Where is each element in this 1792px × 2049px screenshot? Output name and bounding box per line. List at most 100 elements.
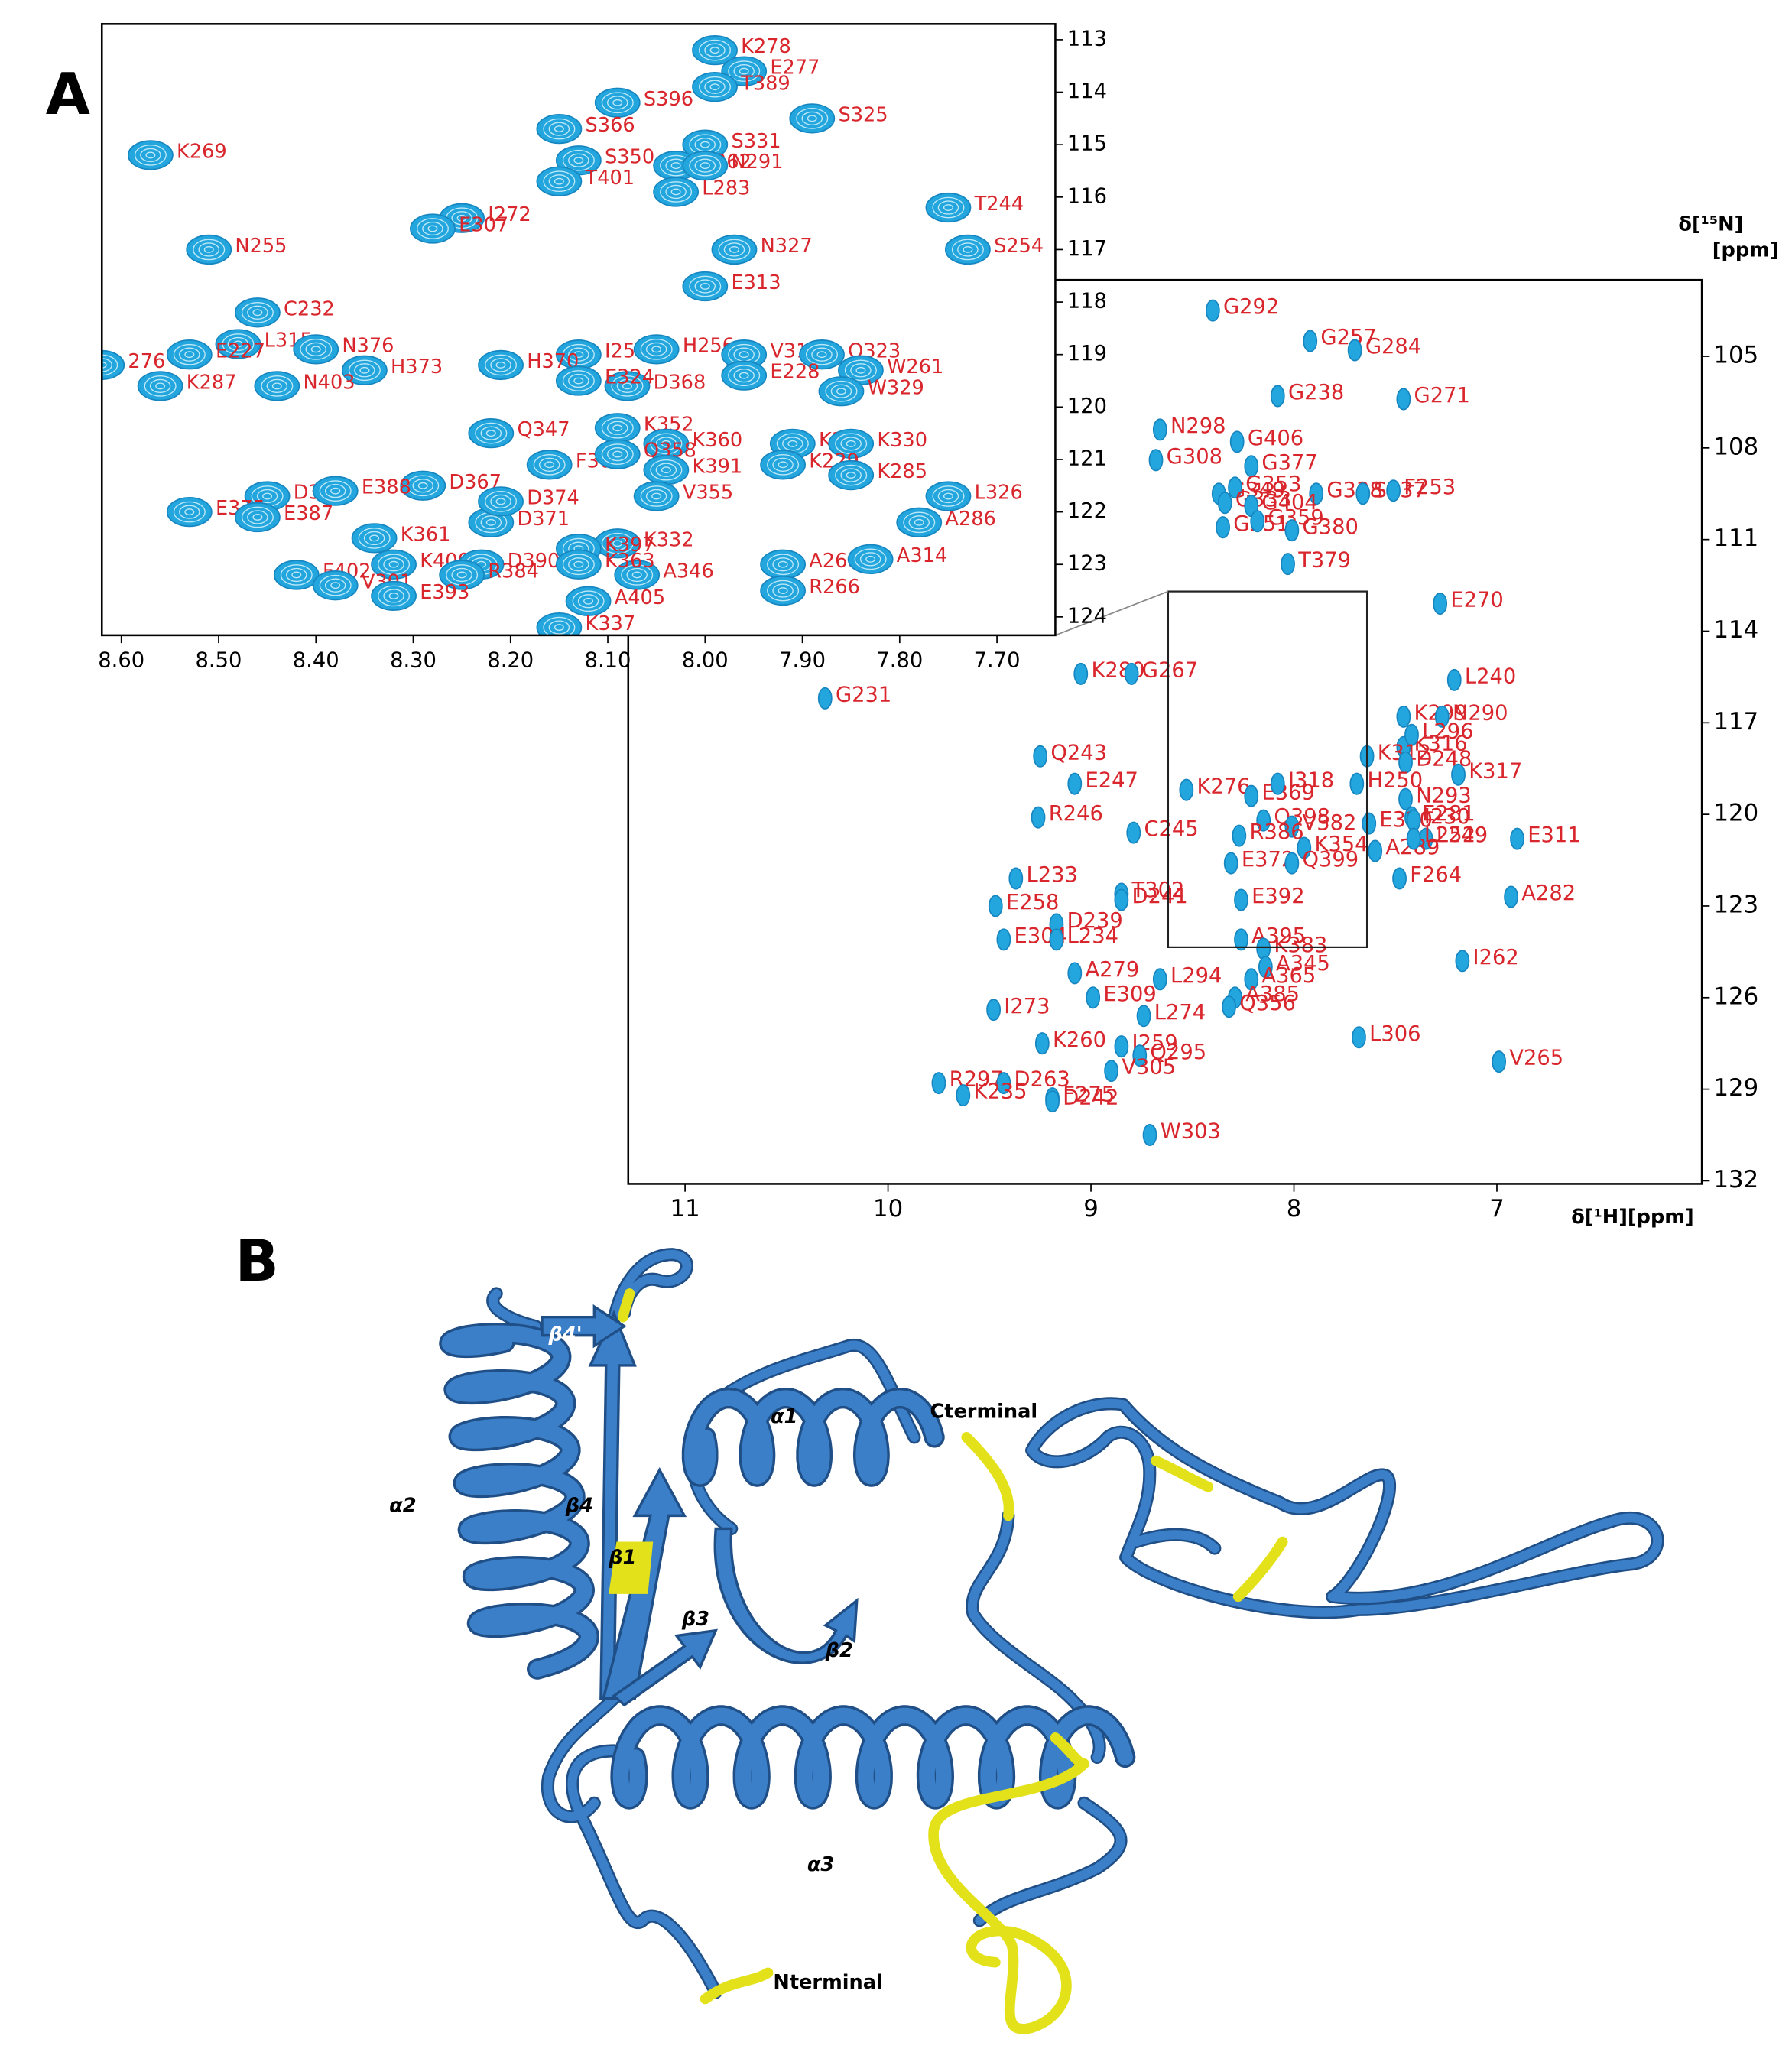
peak-label: W303 — [1161, 1120, 1221, 1144]
peak-label: A279 — [1085, 958, 1139, 982]
peak-label: W261 — [887, 356, 943, 378]
contour — [548, 174, 570, 189]
y-tick-label: 117 — [1713, 708, 1758, 735]
peak-label: E311 — [1527, 823, 1580, 847]
peak-label: I318 — [1288, 768, 1334, 792]
x-tick-label: 7.80 — [876, 649, 923, 673]
contour — [543, 170, 576, 193]
peak — [1114, 888, 1129, 911]
peak — [1396, 388, 1411, 411]
highlight — [609, 1541, 654, 1594]
strand — [612, 1628, 718, 1707]
contour — [256, 489, 278, 504]
contour — [846, 440, 856, 447]
peak-label: Q243 — [1050, 741, 1107, 765]
peak — [1256, 809, 1271, 832]
peak — [1347, 339, 1362, 362]
peak-label: K285 — [877, 460, 927, 483]
peak — [817, 687, 833, 710]
peak-label: G292 — [1223, 295, 1279, 319]
x-tick-label: 7.70 — [974, 649, 1021, 673]
peak-label: D374 — [527, 486, 579, 509]
contour — [583, 597, 594, 605]
contour — [937, 489, 959, 504]
contour — [149, 378, 171, 394]
peak — [1034, 1032, 1050, 1055]
contour — [850, 363, 872, 378]
y-tick-label: 114 — [1067, 80, 1107, 103]
contour — [305, 342, 326, 356]
peak — [1205, 299, 1220, 322]
peaks: K278E277T389S396S325K269S366S331S350T362… — [102, 34, 1044, 635]
peak-label: L294 — [1170, 964, 1222, 988]
peak — [1229, 430, 1245, 453]
peak-label: H373 — [391, 356, 443, 378]
contour — [291, 571, 302, 579]
peak-label: E258 — [1006, 891, 1059, 914]
peak-label: G353 — [1245, 472, 1301, 496]
peak-label: G308 — [1167, 445, 1222, 469]
contour — [388, 560, 399, 568]
peak-label: H250 — [1367, 768, 1423, 792]
y-tick-label: 129 — [1713, 1074, 1758, 1102]
y-tick-label: 111 — [1713, 524, 1758, 552]
x-tick-label: 8.50 — [196, 649, 242, 673]
peak-label: A286 — [945, 508, 995, 531]
contour — [480, 426, 502, 440]
peak-label: K363 — [605, 550, 655, 573]
contour — [490, 358, 511, 372]
y-tick-label: 124 — [1067, 604, 1107, 628]
peak — [1492, 1050, 1507, 1073]
peak — [1434, 705, 1450, 728]
contour — [650, 459, 683, 481]
contour — [733, 63, 755, 79]
x-tick-label: 9 — [1083, 1195, 1099, 1223]
x-tick-label: 10 — [873, 1195, 903, 1223]
peak — [1217, 492, 1232, 515]
peak-label: K337 — [586, 612, 636, 635]
contour — [102, 361, 107, 369]
contour — [645, 489, 667, 504]
contour — [951, 239, 984, 261]
peak — [1433, 593, 1448, 615]
peak — [1152, 418, 1167, 441]
contour — [554, 125, 564, 133]
contour — [247, 510, 268, 524]
x-axis-label: δ[¹H][ppm] — [1571, 1206, 1693, 1229]
contour — [456, 571, 467, 579]
peak-label: E392 — [1251, 885, 1304, 908]
peak — [1142, 1124, 1157, 1147]
contour — [957, 242, 979, 257]
peak-label: K361 — [401, 523, 451, 546]
peak-label: D368 — [654, 371, 706, 394]
x-tick-label: 8.60 — [98, 649, 144, 673]
peak-label: E324 — [605, 366, 654, 389]
contour — [914, 518, 924, 526]
structure-label: β1 — [608, 1547, 636, 1570]
peak — [1352, 1026, 1366, 1049]
peak — [1446, 668, 1462, 691]
x-tick-label: 8.10 — [585, 649, 631, 673]
panel-label: B — [235, 1227, 279, 1294]
zoom-connector — [1055, 590, 1169, 636]
contour — [554, 624, 564, 632]
x-tick-label: 11 — [670, 1195, 700, 1223]
contour — [772, 557, 794, 572]
strand — [541, 1304, 627, 1349]
contour — [601, 417, 634, 439]
peak — [1033, 745, 1048, 768]
peak — [1270, 772, 1285, 795]
peak-label: I273 — [1004, 995, 1050, 1018]
contour — [698, 76, 732, 98]
peak — [1250, 510, 1265, 533]
contour — [548, 620, 570, 635]
contour — [612, 424, 623, 432]
peak-label: L240 — [1465, 664, 1516, 688]
contour — [612, 450, 623, 458]
peak-label: V305 — [1122, 1056, 1176, 1080]
peak-label: L249 — [1437, 823, 1488, 847]
peak — [1396, 705, 1411, 728]
x-tick-label: 8.30 — [390, 649, 437, 673]
peak-label: R266 — [809, 576, 860, 599]
